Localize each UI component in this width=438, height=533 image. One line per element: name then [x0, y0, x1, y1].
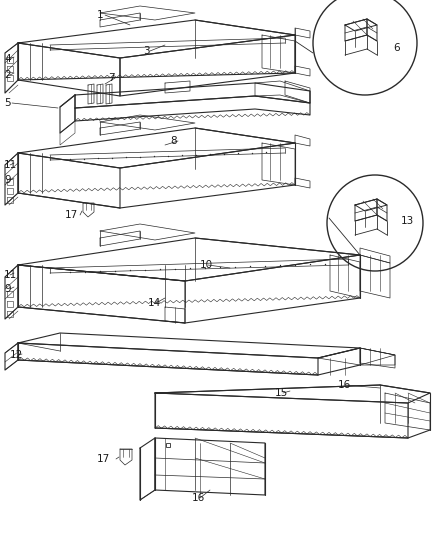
Text: 6: 6 — [393, 43, 399, 53]
Text: 16: 16 — [338, 380, 351, 390]
Text: 15: 15 — [275, 388, 288, 398]
Text: 12: 12 — [10, 350, 23, 360]
Text: 9: 9 — [4, 175, 11, 185]
Text: 17: 17 — [97, 454, 110, 464]
Text: 17: 17 — [65, 210, 78, 220]
Text: 1: 1 — [97, 10, 104, 20]
Text: 9: 9 — [4, 284, 11, 294]
Text: 10: 10 — [200, 260, 213, 270]
Text: 3: 3 — [143, 46, 150, 56]
Text: 2: 2 — [4, 70, 11, 80]
Text: 11: 11 — [4, 160, 17, 170]
Text: 14: 14 — [148, 298, 161, 308]
Text: 5: 5 — [4, 98, 11, 108]
Text: 13: 13 — [401, 216, 414, 226]
Text: 4: 4 — [4, 54, 11, 64]
Text: 11: 11 — [4, 270, 17, 280]
Text: 7: 7 — [108, 73, 115, 83]
Text: 16: 16 — [192, 493, 205, 503]
Text: 8: 8 — [170, 136, 177, 146]
